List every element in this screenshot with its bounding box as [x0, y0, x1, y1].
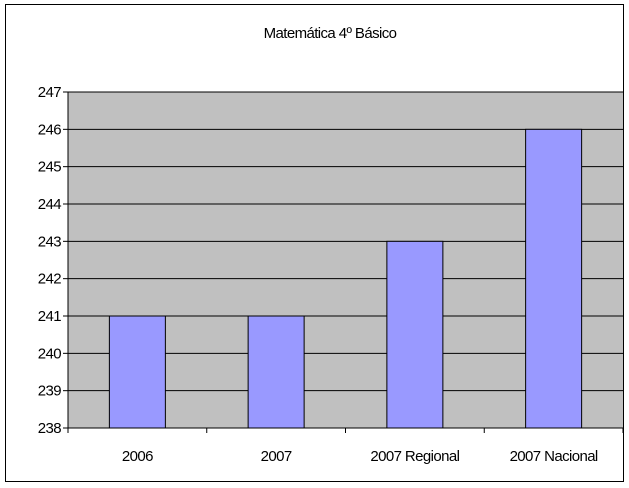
- x-tick-label: 2006: [122, 448, 153, 465]
- y-tick-label: 244: [38, 196, 61, 213]
- y-tick-label: 238: [38, 420, 61, 437]
- y-tick-label: 240: [38, 345, 61, 362]
- x-tick-label: 2007: [261, 448, 292, 465]
- bar: [108, 315, 166, 429]
- y-tick-label: 247: [38, 84, 61, 101]
- bar: [525, 128, 583, 429]
- bar: [386, 240, 444, 429]
- y-tick-label: 245: [38, 159, 61, 176]
- y-tick-label: 241: [38, 308, 61, 325]
- y-tick-label: 246: [38, 121, 61, 138]
- x-tick-label: 2007 Regional: [370, 448, 459, 465]
- y-tick-label: 243: [38, 233, 61, 250]
- y-tick-label: 239: [38, 383, 61, 400]
- plot-area: 238 239 240 241 242 243 244 245 246 247 2006 2007 20…: [38, 84, 624, 465]
- y-tick-label: 242: [38, 271, 61, 288]
- x-tick-label: 2007 Nacional: [510, 448, 598, 465]
- bar: [247, 315, 305, 429]
- chart-title: Matemática 4º Básico: [264, 25, 397, 42]
